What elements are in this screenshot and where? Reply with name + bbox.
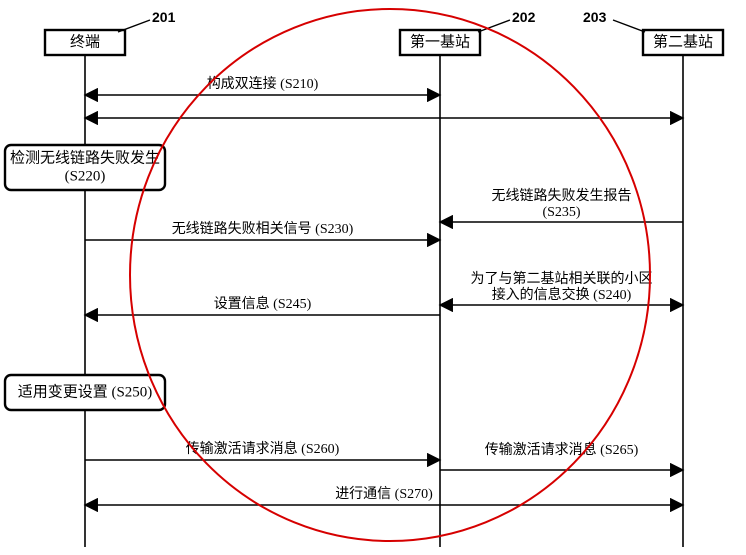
arrow-label-s240-l2: 接入的信息交换 (S240) <box>492 286 632 303</box>
arrow-label-s230: 无线链路失败相关信号 (S230) <box>172 221 354 237</box>
event-label-s250: 适用变更设置 (S250) <box>18 384 153 401</box>
arrow-label-s210a: 构成双连接 (S210) <box>207 75 319 92</box>
event-label-s220-l2: (S220) <box>65 169 106 185</box>
id-leader-terminal <box>118 20 150 32</box>
arrow-label-s245: 设置信息 (S245) <box>214 295 312 312</box>
id-text-terminal: 201 <box>152 9 176 25</box>
id-text-bs1: 202 <box>512 9 536 25</box>
id-text-bs2: 203 <box>583 9 607 25</box>
head-label-terminal: 终端 <box>70 34 100 51</box>
arrow-label-s260: 传输激活请求消息 (S260) <box>186 440 340 457</box>
id-leader-bs2 <box>613 20 645 32</box>
arrow-label-s270: 进行通信 (S270) <box>335 486 433 502</box>
arrow-label-s235-l2: (S235) <box>542 205 580 220</box>
head-label-bs2: 第二基站 <box>653 33 713 51</box>
event-label-s220-l1: 检测无线链路失败发生 <box>10 150 160 167</box>
arrow-label-s235: 无线链路失败发生报告 <box>492 188 632 204</box>
arrow-label-s265: 传输激活请求消息 (S265) <box>485 441 639 458</box>
head-label-bs1: 第一基站 <box>410 33 470 51</box>
arrow-label-s240: 为了与第二基站相关联的小区 <box>471 270 653 287</box>
